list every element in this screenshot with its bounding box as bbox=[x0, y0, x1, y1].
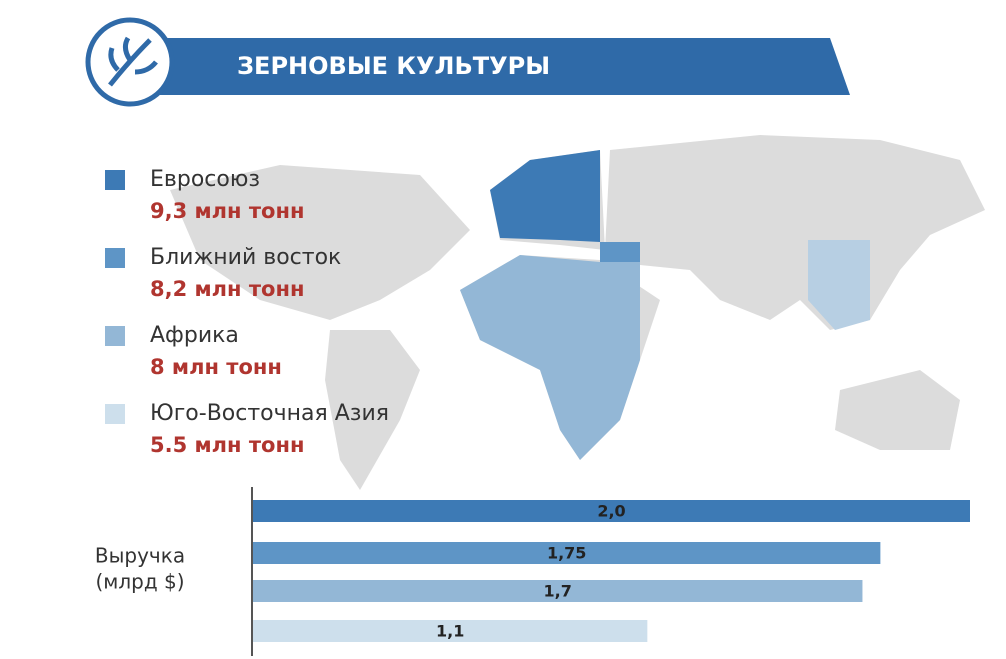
bar bbox=[253, 500, 970, 522]
region-eu bbox=[490, 150, 600, 242]
wheat-icon bbox=[108, 36, 158, 87]
legend-volume: 8,2 млн тонн bbox=[150, 277, 305, 301]
value-label: 1,1 bbox=[436, 622, 464, 641]
region-sea bbox=[808, 240, 870, 330]
legend-name: Африка bbox=[150, 323, 239, 348]
header-title: ЗЕРНОВЫЕ КУЛЬТУРЫ bbox=[237, 52, 550, 80]
bar bbox=[253, 580, 863, 602]
region-africa bbox=[460, 255, 640, 460]
region-middle-east bbox=[600, 242, 640, 262]
south-america bbox=[325, 330, 420, 490]
header-banner bbox=[160, 38, 850, 95]
legend-swatch bbox=[105, 170, 125, 190]
legend-swatch bbox=[105, 404, 125, 424]
australia bbox=[835, 370, 960, 450]
value-label: 1,7 bbox=[544, 582, 572, 601]
legend-volume: 8 млн тонн bbox=[150, 355, 282, 379]
asia bbox=[605, 135, 985, 330]
legend-volume: 9,3 млн тонн bbox=[150, 199, 305, 223]
y-axis-label: Выручка bbox=[95, 544, 185, 568]
legend-name: Ближний восток bbox=[150, 245, 341, 270]
bar bbox=[253, 620, 648, 642]
legend-volume: 5.5 млн тонн bbox=[150, 433, 305, 457]
value-label: 2,0 bbox=[597, 502, 625, 521]
bar bbox=[253, 542, 881, 564]
value-label: 1,75 bbox=[547, 544, 586, 563]
legend-name: Евросоюз bbox=[150, 167, 260, 192]
legend-swatch bbox=[105, 248, 125, 268]
legend-name: Юго-Восточная Азия bbox=[150, 401, 389, 426]
y-axis-label: (млрд $) bbox=[95, 570, 184, 594]
legend-swatch bbox=[105, 326, 125, 346]
north-america bbox=[170, 165, 470, 320]
